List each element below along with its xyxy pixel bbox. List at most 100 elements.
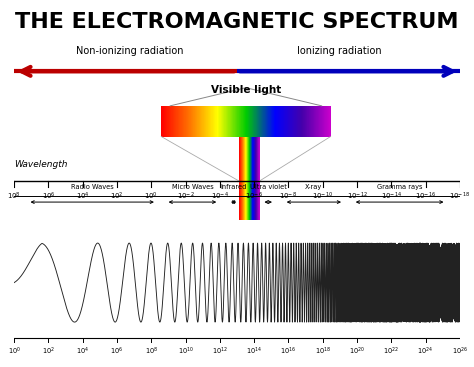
Bar xyxy=(271,106,273,137)
Text: $10^{-8}$: $10^{-8}$ xyxy=(280,191,297,202)
Text: $10^{18}$: $10^{18}$ xyxy=(315,345,331,357)
Bar xyxy=(277,106,279,137)
Bar xyxy=(197,106,198,137)
Bar xyxy=(161,106,162,137)
Bar xyxy=(278,106,279,137)
Bar xyxy=(228,106,229,137)
Bar xyxy=(187,106,188,137)
Bar xyxy=(267,106,268,137)
Bar xyxy=(201,106,202,137)
Bar xyxy=(306,106,307,137)
Bar xyxy=(268,106,270,137)
Bar xyxy=(241,106,242,137)
Bar xyxy=(294,106,295,137)
Bar xyxy=(256,106,258,137)
Bar xyxy=(213,106,214,137)
Text: Ionizing radiation: Ionizing radiation xyxy=(297,46,382,56)
Bar xyxy=(222,106,223,137)
Bar xyxy=(167,106,168,137)
Bar xyxy=(308,106,309,137)
Bar xyxy=(200,106,201,137)
Bar xyxy=(288,106,289,137)
Bar xyxy=(165,106,166,137)
Bar xyxy=(203,106,205,137)
Bar xyxy=(189,106,190,137)
Bar xyxy=(299,106,300,137)
Bar xyxy=(264,106,265,137)
Bar xyxy=(218,106,219,137)
Bar xyxy=(273,106,274,137)
Bar xyxy=(271,106,272,137)
Bar xyxy=(298,106,299,137)
Bar xyxy=(323,106,324,137)
Text: X-ray: X-ray xyxy=(305,184,322,190)
Bar xyxy=(193,106,194,137)
Bar xyxy=(236,106,237,137)
Bar xyxy=(238,106,239,137)
Bar xyxy=(264,106,265,137)
Bar xyxy=(187,106,188,137)
Text: Visible light: Visible light xyxy=(211,85,281,95)
Bar xyxy=(222,106,223,137)
Bar xyxy=(170,106,171,137)
Bar xyxy=(195,106,196,137)
Bar xyxy=(321,106,322,137)
Bar xyxy=(316,106,317,137)
Bar xyxy=(203,106,204,137)
Bar xyxy=(201,106,202,137)
Bar xyxy=(287,106,288,137)
Bar xyxy=(324,106,325,137)
Text: Radio Waves: Radio Waves xyxy=(71,184,114,190)
Bar xyxy=(226,106,227,137)
Bar xyxy=(176,106,177,137)
Bar xyxy=(164,106,165,137)
Bar xyxy=(166,106,167,137)
Bar xyxy=(284,106,285,137)
Bar xyxy=(243,106,244,137)
Bar xyxy=(253,106,254,137)
Bar xyxy=(173,106,175,137)
Bar xyxy=(284,106,285,137)
Bar xyxy=(234,106,235,137)
Bar xyxy=(302,106,303,137)
Bar xyxy=(188,106,189,137)
Bar xyxy=(214,106,215,137)
Bar xyxy=(283,106,284,137)
Text: Infrared: Infrared xyxy=(220,184,247,190)
Bar xyxy=(323,106,324,137)
Text: Gramma rays: Gramma rays xyxy=(377,184,422,190)
Bar xyxy=(164,106,165,137)
Bar xyxy=(192,106,193,137)
Bar xyxy=(202,106,203,137)
Bar xyxy=(206,106,208,137)
Bar xyxy=(319,106,320,137)
Bar xyxy=(179,106,180,137)
Bar xyxy=(261,106,262,137)
Bar xyxy=(162,106,163,137)
Bar xyxy=(176,106,177,137)
Bar xyxy=(282,106,283,137)
Bar xyxy=(309,106,310,137)
Bar xyxy=(173,106,174,137)
Bar xyxy=(254,106,255,137)
Bar xyxy=(320,106,321,137)
Bar xyxy=(200,106,201,137)
Bar xyxy=(247,106,249,137)
Bar xyxy=(314,106,315,137)
Bar xyxy=(276,106,277,137)
Text: $10^{12}$: $10^{12}$ xyxy=(212,345,228,357)
Text: $10^{-10}$: $10^{-10}$ xyxy=(312,191,333,202)
Bar xyxy=(291,106,292,137)
Bar xyxy=(179,106,180,137)
Bar xyxy=(211,106,212,137)
Bar xyxy=(180,106,181,137)
Bar xyxy=(235,106,236,137)
Bar xyxy=(247,106,248,137)
Bar xyxy=(311,106,312,137)
Bar xyxy=(313,106,314,137)
Bar xyxy=(253,106,254,137)
Bar xyxy=(269,106,270,137)
Bar xyxy=(275,106,276,137)
Bar xyxy=(229,106,230,137)
Bar xyxy=(212,106,213,137)
